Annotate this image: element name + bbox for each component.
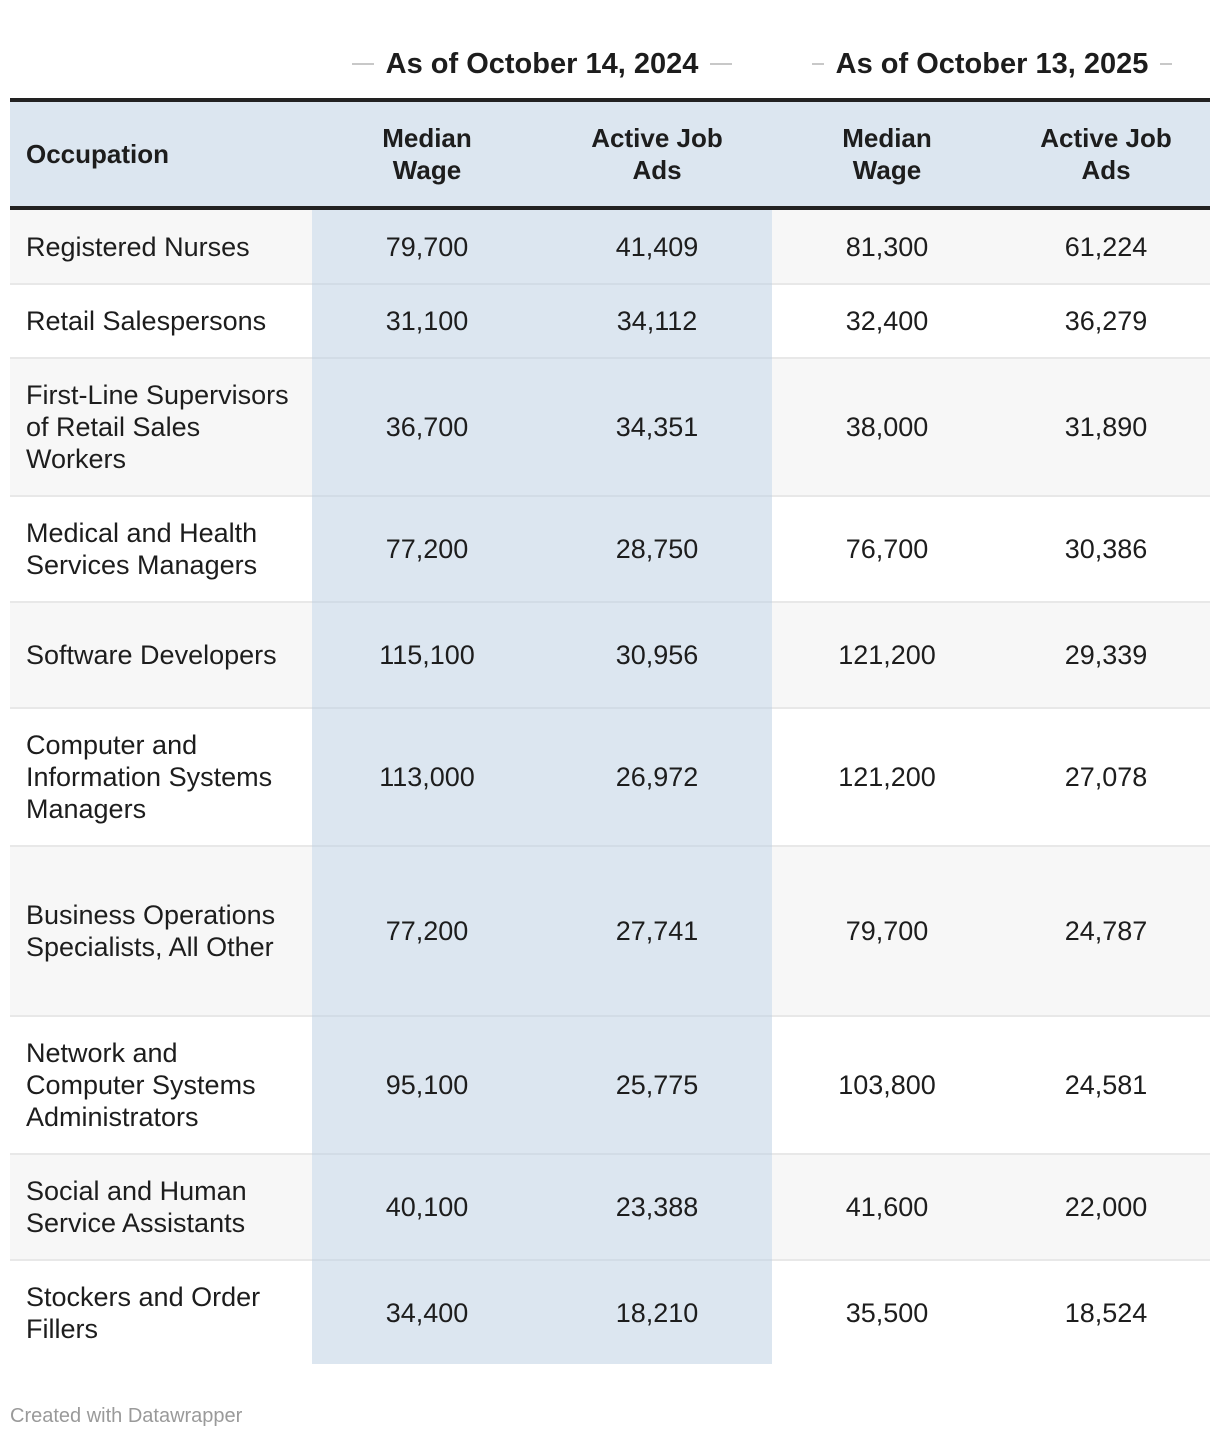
group-rule-right [1160,63,1173,65]
table-row: Stockers and Order Fillers 34,400 18,210… [10,1260,1210,1364]
column-header-label: Active Job Ads [1040,123,1172,185]
active-job-ads-2025-cell: 27,078 [1002,708,1210,847]
column-header-label: Active Job Ads [591,123,723,185]
median-wage-2025-cell: 32,400 [772,284,1002,359]
active-job-ads-2025-cell: 22,000 [1002,1154,1210,1261]
column-header-active-job-ads-2025[interactable]: Active Job Ads [1002,98,1210,210]
median-wage-2025-cell: 76,700 [772,496,1002,603]
active-job-ads-2024-cell: 28,750 [542,496,772,603]
active-job-ads-2025-cell: 24,581 [1002,1016,1210,1155]
column-header-active-job-ads-2024[interactable]: Active Job Ads [542,98,772,210]
median-wage-2024-cell: 34,400 [312,1260,542,1364]
median-wage-2024-cell: 115,100 [312,602,542,709]
table-row: First-Line Supervisors of Retail Sales W… [10,358,1210,497]
active-job-ads-2024-cell: 26,972 [542,708,772,847]
table-row: Business Operations Specialists, All Oth… [10,846,1210,1017]
active-job-ads-2025-cell: 18,524 [1002,1260,1210,1364]
active-job-ads-2025-cell: 31,890 [1002,358,1210,497]
column-header-median-wage-2024[interactable]: Median Wage [312,98,542,210]
active-job-ads-2025-cell: 30,386 [1002,496,1210,603]
occupation-cell: Social and Human Service Assistants [10,1154,312,1261]
median-wage-2024-cell: 31,100 [312,284,542,359]
group-header-2024: As of October 14, 2024 [344,42,740,86]
active-job-ads-2025-cell: 29,339 [1002,602,1210,709]
active-job-ads-2025-cell: 61,224 [1002,208,1210,285]
median-wage-2025-cell: 81,300 [772,208,1002,285]
median-wage-2024-cell: 113,000 [312,708,542,847]
group-rule-right [710,63,733,65]
group-header-2024-label: As of October 14, 2024 [385,47,699,80]
group-rule-left [351,63,374,65]
active-job-ads-2024-cell: 34,112 [542,284,772,359]
table-row: Network and Computer Systems Administrat… [10,1016,1210,1155]
median-wage-2025-cell: 79,700 [772,846,1002,1017]
median-wage-2025-cell: 35,500 [772,1260,1002,1364]
group-header-2025: As of October 13, 2025 [804,42,1180,86]
table-row: Medical and Health Services Managers 77,… [10,496,1210,603]
active-job-ads-2024-cell: 34,351 [542,358,772,497]
column-header-occupation[interactable]: Occupation [10,98,312,210]
median-wage-2025-cell: 121,200 [772,602,1002,709]
median-wage-2025-cell: 103,800 [772,1016,1002,1155]
active-job-ads-2024-cell: 41,409 [542,208,772,285]
occupation-cell: Computer and Information Systems Manager… [10,708,312,847]
median-wage-2024-cell: 77,200 [312,846,542,1017]
occupation-cell: Business Operations Specialists, All Oth… [10,846,312,1017]
occupation-cell: Retail Salespersons [10,284,312,359]
active-job-ads-2024-cell: 30,956 [542,602,772,709]
median-wage-2024-cell: 40,100 [312,1154,542,1261]
group-header-2025-label: As of October 13, 2025 [835,47,1149,80]
median-wage-2025-cell: 38,000 [772,358,1002,497]
median-wage-2025-cell: 41,600 [772,1154,1002,1261]
active-job-ads-2024-cell: 23,388 [542,1154,772,1261]
header-row: Occupation Median Wage Active Job Ads Me… [10,98,1210,210]
table-row: Computer and Information Systems Manager… [10,708,1210,847]
active-job-ads-2024-cell: 18,210 [542,1260,772,1364]
median-wage-2024-cell: 95,100 [312,1016,542,1155]
median-wage-2024-cell: 77,200 [312,496,542,603]
table-row: Retail Salespersons 31,100 34,112 32,400… [10,284,1210,359]
median-wage-2025-cell: 121,200 [772,708,1002,847]
median-wage-2024-cell: 79,700 [312,208,542,285]
occupation-cell: Stockers and Order Fillers [10,1260,312,1364]
occupation-cell: First-Line Supervisors of Retail Sales W… [10,358,312,497]
group-rule-left [811,63,824,65]
column-group-headers: As of October 14, 2024 As of October 13,… [10,42,1210,86]
table-row: Software Developers 115,100 30,956 121,2… [10,602,1210,709]
median-wage-2024-cell: 36,700 [312,358,542,497]
active-job-ads-2024-cell: 25,775 [542,1016,772,1155]
data-table: Occupation Median Wage Active Job Ads Me… [10,98,1210,1364]
occupation-cell: Registered Nurses [10,208,312,285]
column-header-median-wage-2025[interactable]: Median Wage [772,98,1002,210]
table-row: Social and Human Service Assistants 40,1… [10,1154,1210,1261]
occupation-cell: Medical and Health Services Managers [10,496,312,603]
occupation-cell: Network and Computer Systems Administrat… [10,1016,312,1155]
datawrapper-credit[interactable]: Created with Datawrapper [10,1405,243,1427]
column-header-label: Median Wage [842,123,932,185]
occupation-cell: Software Developers [10,602,312,709]
active-job-ads-2025-cell: 24,787 [1002,846,1210,1017]
table-row: Registered Nurses 79,700 41,409 81,300 6… [10,208,1210,285]
column-header-label: Median Wage [382,123,472,185]
active-job-ads-2024-cell: 27,741 [542,846,772,1017]
active-job-ads-2025-cell: 36,279 [1002,284,1210,359]
